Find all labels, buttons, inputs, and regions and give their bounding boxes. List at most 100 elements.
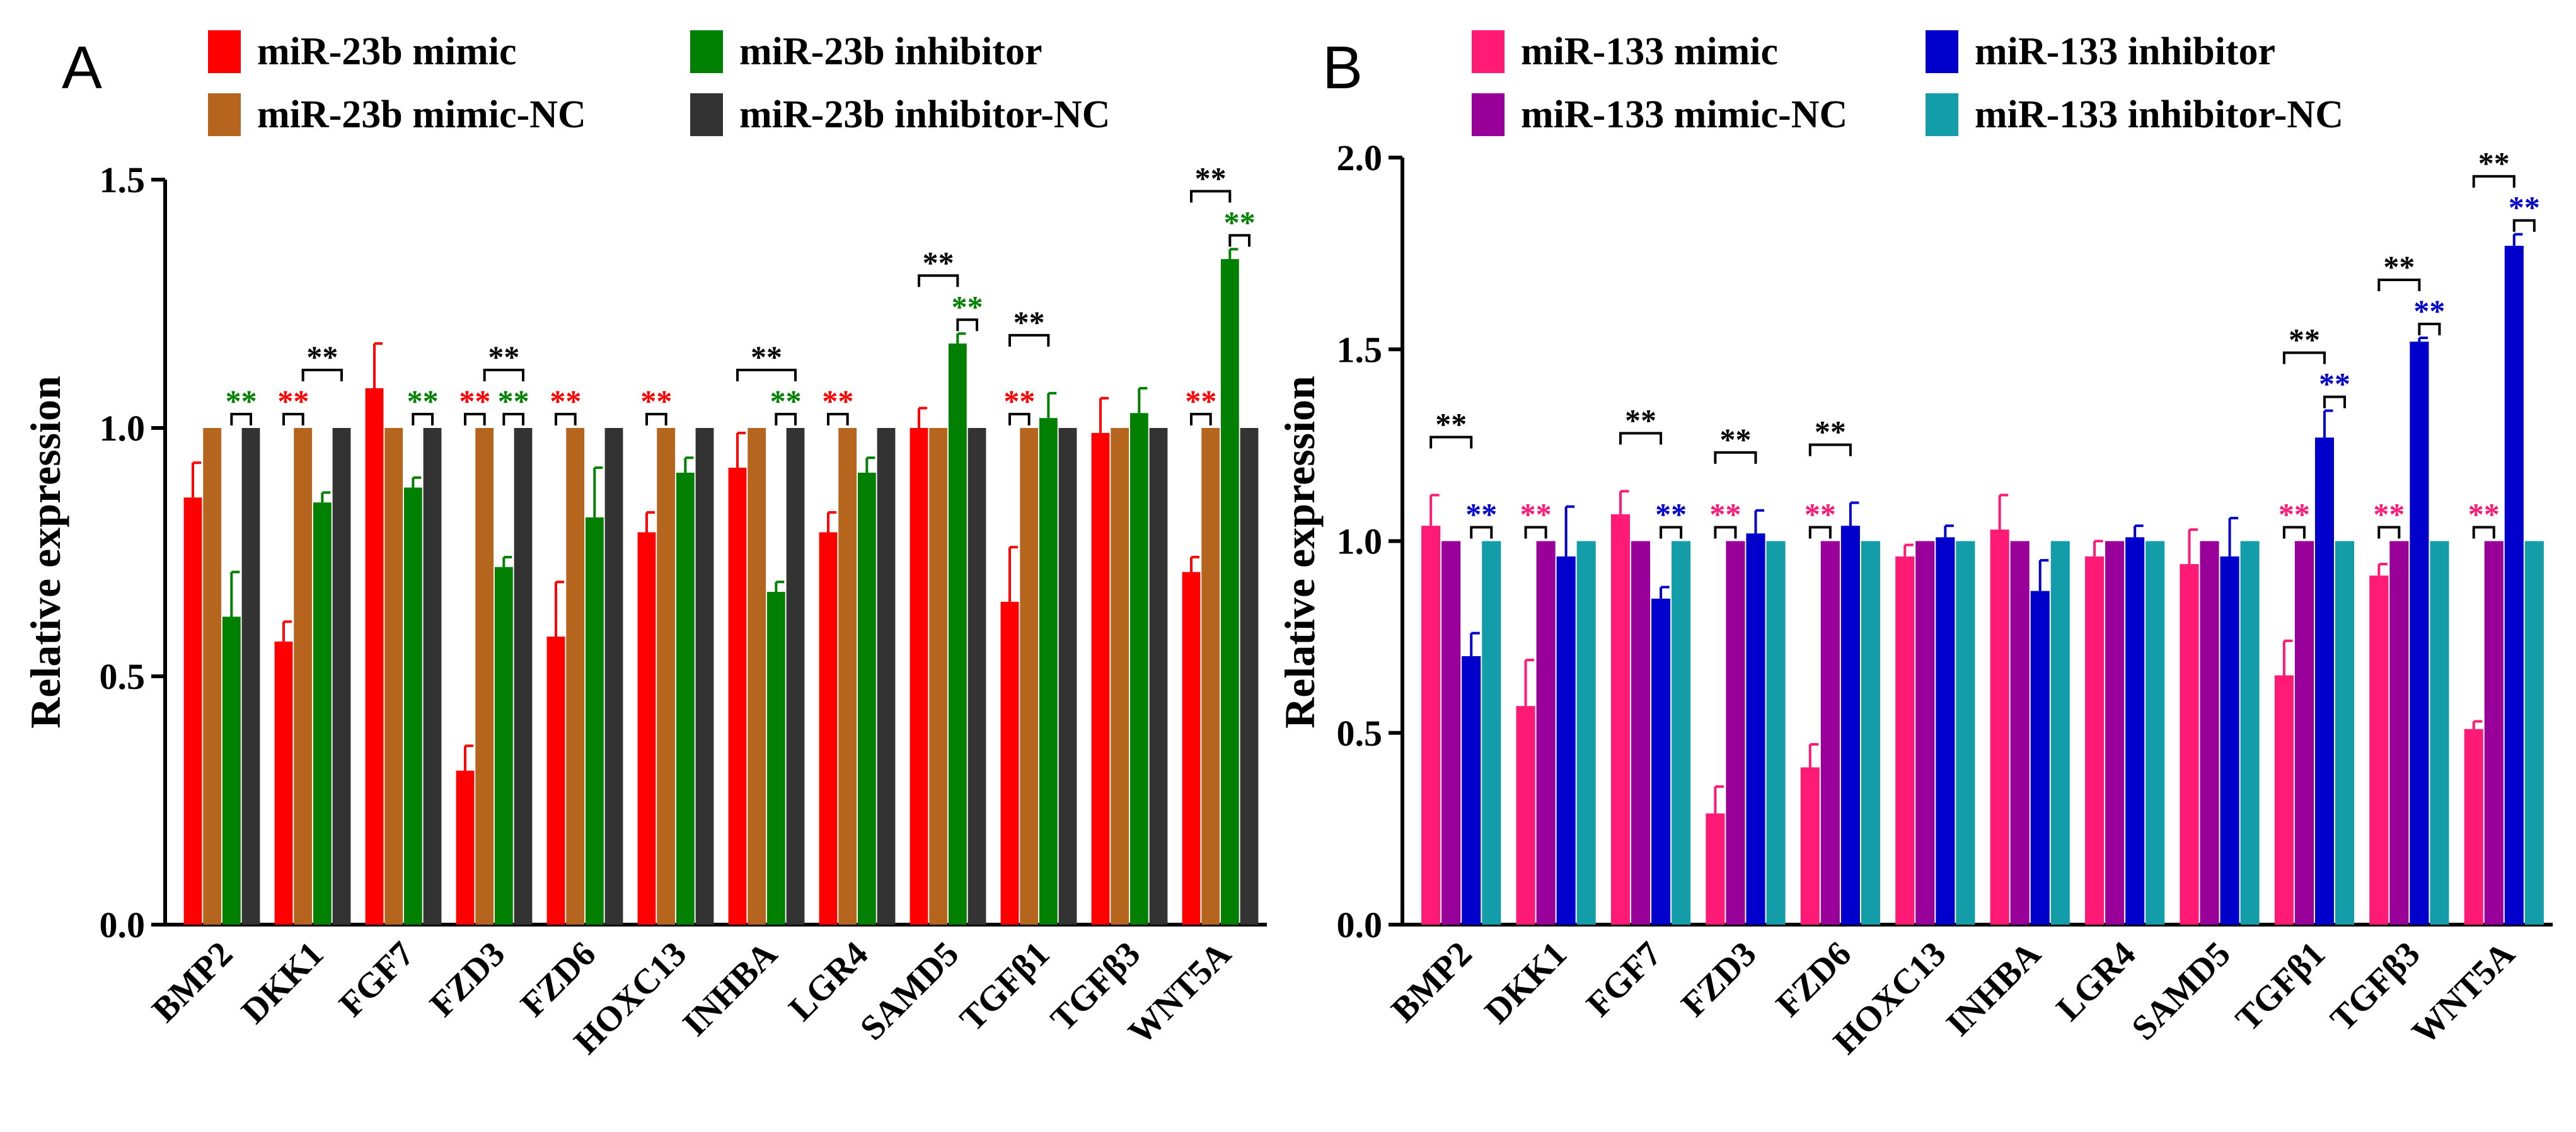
legend-swatch — [1926, 30, 1958, 73]
legend-swatch — [1472, 93, 1505, 136]
significance-bracket — [956, 318, 979, 332]
bar — [2030, 591, 2050, 925]
bar — [877, 428, 896, 925]
significance-label: ** — [550, 383, 581, 419]
bar — [676, 472, 695, 925]
bar — [456, 770, 475, 925]
y-tick-label: 0.0 — [1337, 904, 1383, 945]
significance-bracket — [645, 413, 667, 425]
significance-label: ** — [459, 383, 490, 419]
significance-bracket — [554, 413, 577, 425]
significance-label: ** — [2319, 366, 2350, 401]
y-tick-label: 0.0 — [100, 904, 146, 945]
bar — [1129, 413, 1148, 925]
significance-label: ** — [1185, 383, 1216, 419]
y-tick-label: 0.5 — [100, 656, 146, 697]
bar — [2220, 556, 2239, 925]
category-label: LGR4 — [2049, 934, 2143, 1028]
significance-bracket — [1008, 333, 1050, 347]
y-tick-label: 1.5 — [100, 159, 146, 200]
y-tick-label: 1.0 — [1337, 521, 1383, 562]
bar — [2180, 564, 2199, 925]
significance-label: ** — [407, 383, 439, 419]
significance-label: ** — [306, 339, 338, 374]
significance-bracket — [1189, 413, 1212, 425]
bar — [2200, 541, 2219, 925]
significance-bracket — [230, 413, 253, 425]
category-label: SAMD5 — [853, 934, 966, 1048]
significance-bracket — [826, 413, 849, 425]
bar — [1610, 514, 1631, 925]
bar — [514, 428, 533, 925]
y-tick-label: 1.5 — [1337, 329, 1383, 370]
bar — [1576, 541, 1596, 925]
bar — [1482, 541, 1501, 925]
significance-label: ** — [498, 383, 529, 419]
bar — [1672, 541, 1691, 925]
legend-swatch — [690, 30, 723, 73]
category-label: SAMD5 — [2124, 934, 2238, 1048]
bar — [819, 532, 838, 925]
bar — [1726, 541, 1745, 925]
category-label: TGFβ1 — [2228, 934, 2333, 1039]
bar — [1111, 428, 1129, 925]
bar — [766, 592, 785, 925]
bar — [585, 517, 604, 925]
bar — [1936, 537, 1955, 925]
significance-label: ** — [1465, 497, 1497, 532]
bar — [1861, 541, 1880, 925]
significance-bracket — [2377, 278, 2421, 291]
significance-label: ** — [2468, 497, 2500, 532]
significance-label: ** — [1655, 497, 1687, 532]
significance-bracket — [1619, 432, 1663, 445]
bar — [637, 532, 656, 925]
significance-label: ** — [1709, 497, 1741, 532]
bar — [1556, 556, 1576, 925]
bar — [2010, 541, 2030, 925]
significance-bracket — [1714, 526, 1737, 539]
bar — [967, 428, 986, 925]
significance-bracket — [1228, 234, 1251, 247]
bar — [1651, 598, 1671, 925]
legend-swatch — [208, 93, 241, 136]
bar — [1915, 541, 1935, 925]
bar — [2314, 437, 2335, 925]
legend-label: miR-23b inhibitor — [739, 30, 1043, 73]
legend-swatch — [1926, 93, 1958, 136]
bar — [1536, 541, 1556, 925]
significance-label: ** — [640, 383, 672, 419]
legend-label: miR-23b mimic — [257, 30, 517, 73]
significance-label: ** — [1224, 204, 1256, 240]
bar — [1462, 656, 1481, 925]
significance-bracket — [1808, 443, 1852, 456]
category-label: WNT5A — [1121, 934, 1239, 1052]
significance-label: ** — [1435, 406, 1467, 441]
significance-bracket — [2472, 526, 2495, 539]
legend-label: miR-23b inhibitor-NC — [739, 93, 1110, 136]
category-label: FZD3 — [422, 934, 512, 1024]
category-label: FGF7 — [1579, 934, 1669, 1024]
category-label: INHBA — [1939, 934, 2048, 1044]
bar — [546, 636, 565, 925]
significance-label: ** — [277, 383, 309, 419]
bar — [910, 428, 928, 925]
bar — [2389, 541, 2409, 925]
bar — [1706, 813, 1725, 925]
bar — [2504, 245, 2524, 925]
bar — [1020, 428, 1039, 925]
significance-label: ** — [2509, 190, 2540, 225]
y-tick-label: 1.0 — [100, 408, 146, 449]
bar — [1631, 541, 1651, 925]
bar — [332, 428, 351, 925]
significance-bracket — [2512, 219, 2536, 232]
bar — [728, 468, 747, 925]
panel-letter: B — [1322, 34, 1363, 101]
bar — [1220, 259, 1239, 925]
bar — [1516, 706, 1535, 925]
significance-bracket — [1430, 436, 1473, 449]
bar — [2146, 541, 2165, 925]
bar — [423, 428, 442, 925]
significance-bracket — [463, 413, 486, 425]
legend-label: miR-133 inhibitor — [1975, 30, 2275, 73]
